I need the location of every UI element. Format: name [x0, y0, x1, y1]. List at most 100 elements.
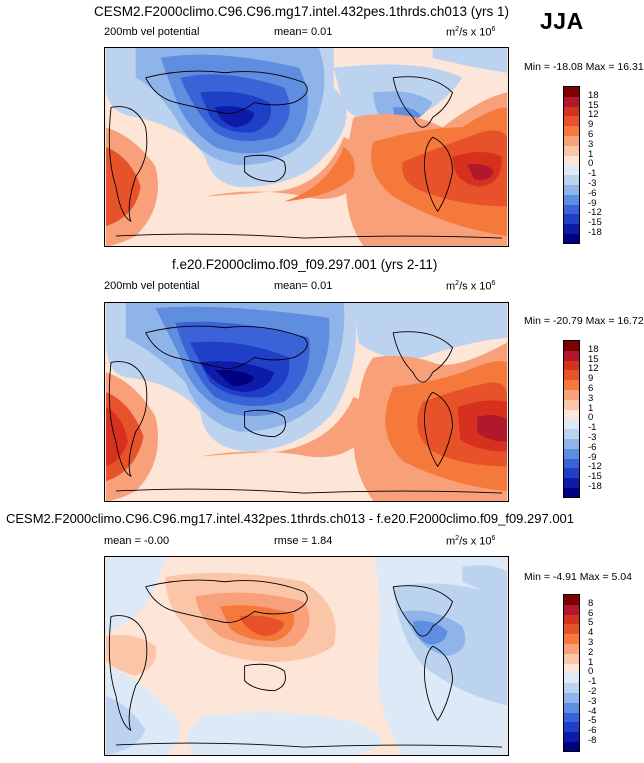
- colorbar-segment: [564, 624, 579, 635]
- colorbar-tick-label: -2: [588, 686, 597, 697]
- colorbar-segment: [564, 204, 579, 215]
- colorbar-tick-label: -1: [588, 168, 597, 180]
- colorbar-tick-label: -3: [588, 695, 597, 707]
- panel-1-map: [104, 47, 509, 247]
- colorbar-segment: [564, 419, 579, 430]
- colorbar-tick-label: 9: [588, 119, 594, 131]
- panel-3-rmse-label: rmse = 1.84: [274, 535, 333, 547]
- panel-2-title: f.e20.F2000climo.f09_f09.297.001 (yrs 2-…: [172, 257, 438, 272]
- colorbar-tick-label: -9: [588, 197, 597, 209]
- colorbar-segment: [564, 692, 579, 703]
- colorbar-segment: [564, 106, 579, 117]
- colorbar-segment: [564, 126, 579, 136]
- panel-1-title: CESM2.F2000climo.C96.C96.mg17.intel.432p…: [94, 4, 509, 19]
- colorbar-segment: [564, 399, 579, 410]
- colorbar-segment: [564, 370, 579, 381]
- colorbar-segment: [564, 341, 579, 351]
- colorbar-tick-label: 1: [588, 148, 594, 160]
- colorbar-tick-label: -6: [588, 725, 597, 737]
- panel-2-mean-label: mean= 0.01: [274, 280, 333, 292]
- colorbar-tick-label: -6: [588, 441, 597, 453]
- panel-3-minmax: Min = -4.91 Max = 5.04: [524, 571, 632, 583]
- colorbar-tick-label: -3: [588, 178, 597, 189]
- panel-2-units: m2/s x 106: [446, 280, 496, 293]
- panel-3-colorbar: [563, 594, 580, 752]
- colorbar-tick-label: -8: [588, 735, 597, 746]
- colorbar-tick-label: 3: [588, 392, 594, 404]
- colorbar-segment: [564, 595, 579, 605]
- colorbar-tick-label: 15: [588, 353, 599, 365]
- colorbar-segment: [564, 350, 579, 361]
- colorbar-segment: [564, 116, 579, 127]
- colorbar-segment: [564, 487, 579, 497]
- colorbar-tick-label: -6: [588, 187, 597, 199]
- colorbar-tick-label: 6: [588, 383, 594, 394]
- colorbar-tick-label: 6: [588, 129, 594, 140]
- panel-2-minmax: Min = -20.79 Max = 16.72: [524, 315, 644, 327]
- colorbar-segment: [564, 702, 579, 713]
- panel-1-units: m2/s x 106: [446, 26, 496, 39]
- colorbar-tick-label: 6: [588, 607, 594, 619]
- colorbar-segment: [564, 135, 579, 146]
- colorbar-segment: [564, 643, 579, 654]
- colorbar-tick-label: 1: [588, 402, 594, 414]
- colorbar-segment: [564, 438, 579, 449]
- colorbar-segment: [564, 741, 579, 751]
- panel-1-colorbar: [563, 86, 580, 244]
- colorbar-tick-label: -12: [588, 207, 602, 219]
- colorbar-tick-label: 0: [588, 666, 594, 678]
- colorbar-segment: [564, 96, 579, 107]
- colorbar-tick-label: 0: [588, 412, 594, 424]
- colorbar-segment: [564, 458, 579, 469]
- colorbar-tick-label: -4: [588, 705, 597, 717]
- panel-1-mean-label: mean= 0.01: [274, 26, 333, 38]
- colorbar-segment: [564, 653, 579, 664]
- colorbar-segment: [564, 145, 579, 156]
- colorbar-segment: [564, 712, 579, 723]
- colorbar-segment: [564, 389, 579, 400]
- colorbar-tick-label: -9: [588, 451, 597, 463]
- colorbar-tick-label: 18: [588, 89, 599, 101]
- colorbar-tick-label: 5: [588, 617, 594, 629]
- colorbar-segment: [564, 165, 579, 176]
- colorbar-segment: [564, 448, 579, 459]
- colorbar-tick-label: 18: [588, 343, 599, 355]
- colorbar-segment: [564, 468, 579, 479]
- colorbar-tick-label: -12: [588, 461, 602, 473]
- panel-1-contour-plot: [106, 48, 507, 246]
- panel-3-mean-label: mean = -0.00: [104, 535, 170, 547]
- colorbar-tick-label: 4: [588, 627, 594, 639]
- colorbar-segment: [564, 634, 579, 644]
- colorbar-segment: [564, 429, 579, 439]
- colorbar-tick-label: -3: [588, 432, 597, 443]
- colorbar-tick-label: 1: [588, 656, 594, 668]
- colorbar-segment: [564, 732, 579, 742]
- panel-2-colorbar: [563, 340, 580, 498]
- colorbar-tick-label: 12: [588, 109, 599, 121]
- colorbar-segment: [564, 214, 579, 225]
- colorbar-segment: [564, 409, 579, 420]
- colorbar-tick-label: 15: [588, 99, 599, 111]
- panel-1-minmax: Min = -18.08 Max = 16.31: [524, 61, 644, 73]
- colorbar-tick-label: -18: [588, 227, 602, 238]
- colorbar-tick-label: -5: [588, 715, 597, 727]
- colorbar-segment: [564, 380, 579, 390]
- panel-3-contour-plot: [106, 557, 507, 755]
- panel-3-units: m2/s x 106: [446, 535, 496, 548]
- colorbar-segment: [564, 184, 579, 195]
- colorbar-segment: [564, 224, 579, 234]
- panel-3-title: CESM2.F2000climo.C96.C96.mg17.intel.432p…: [6, 511, 575, 526]
- colorbar-segment: [564, 683, 579, 693]
- colorbar-tick-label: -15: [588, 471, 602, 483]
- colorbar-segment: [564, 360, 579, 371]
- colorbar-tick-label: 3: [588, 637, 594, 648]
- colorbar-tick-label: -15: [588, 217, 602, 229]
- colorbar-segment: [564, 155, 579, 166]
- colorbar-tick-label: 9: [588, 373, 594, 385]
- colorbar-segment: [564, 663, 579, 674]
- colorbar-segment: [564, 87, 579, 97]
- colorbar-segment: [564, 175, 579, 185]
- colorbar-segment: [564, 722, 579, 733]
- colorbar-tick-label: -18: [588, 481, 602, 492]
- colorbar-tick-label: 3: [588, 138, 594, 150]
